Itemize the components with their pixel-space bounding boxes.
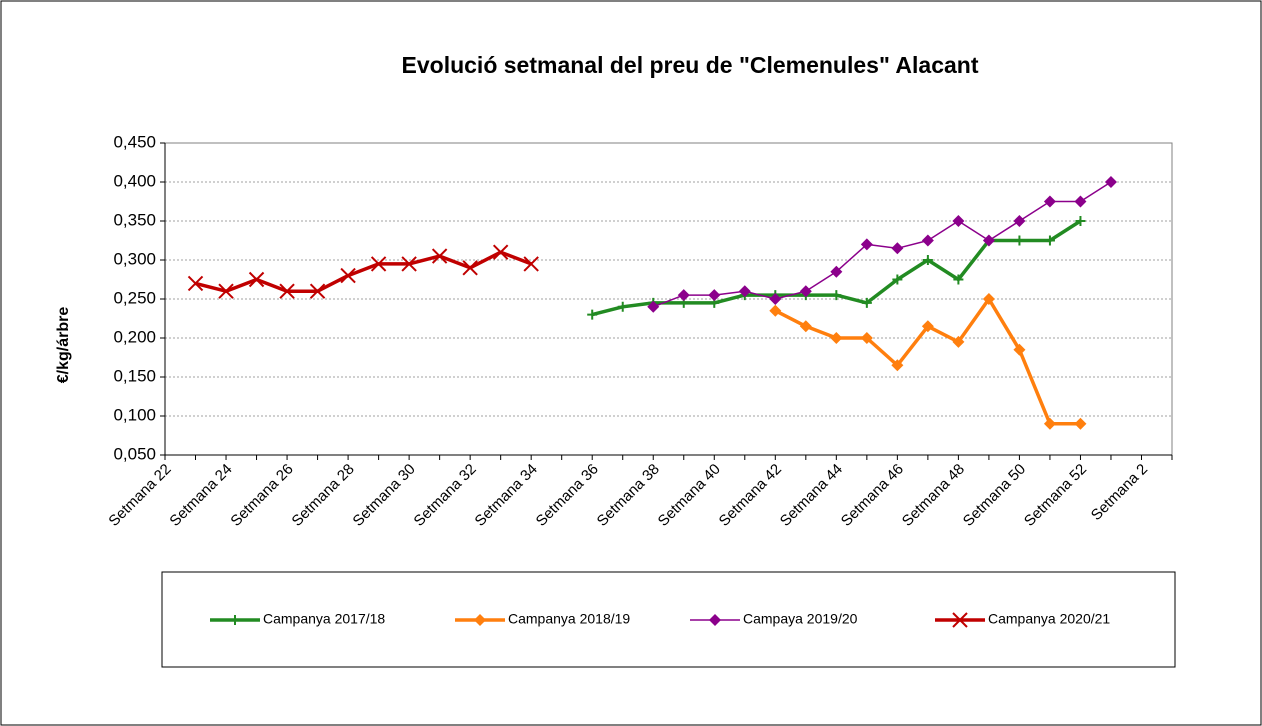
data-point xyxy=(922,255,933,265)
legend-marker xyxy=(230,615,240,625)
data-point xyxy=(401,256,417,272)
data-point xyxy=(1014,235,1025,246)
data-point xyxy=(523,256,539,272)
data-point xyxy=(921,320,934,333)
data-point xyxy=(769,293,782,305)
data-point xyxy=(462,260,478,276)
data-point xyxy=(187,275,204,292)
data-point xyxy=(921,234,934,247)
data-point xyxy=(647,300,660,313)
data-point xyxy=(952,335,965,348)
data-point xyxy=(769,304,782,317)
data-point xyxy=(1074,195,1087,208)
data-point xyxy=(982,293,995,305)
y-tick-label: 0,350 xyxy=(113,210,156,229)
data-point xyxy=(431,248,448,264)
data-point xyxy=(982,234,995,247)
legend-label: Campanya 2018/19 xyxy=(508,611,630,627)
series-line xyxy=(195,250,532,293)
legend-marker xyxy=(952,612,968,628)
data-point xyxy=(799,320,812,333)
data-point xyxy=(891,359,904,372)
data-point xyxy=(799,285,812,298)
data-point xyxy=(340,267,356,284)
series-line xyxy=(652,181,1112,308)
data-point xyxy=(1104,176,1117,188)
data-point xyxy=(860,332,873,344)
y-tick-label: 0,250 xyxy=(113,288,156,307)
y-tick-label: 0,050 xyxy=(113,444,156,463)
y-tick-label: 0,200 xyxy=(113,327,156,346)
data-point xyxy=(1044,235,1055,246)
data-point xyxy=(1043,417,1056,430)
data-point xyxy=(861,297,872,308)
data-point xyxy=(677,289,690,302)
legend-label: Campanya 2020/21 xyxy=(988,611,1110,627)
data-point xyxy=(708,289,721,302)
plot-area xyxy=(164,142,1173,456)
data-point xyxy=(738,285,751,298)
y-tick-label: 0,100 xyxy=(113,405,156,424)
y-tick-label: 0,400 xyxy=(113,171,156,190)
data-point xyxy=(1074,417,1087,430)
data-point xyxy=(953,274,964,285)
data-point xyxy=(279,283,295,299)
data-point xyxy=(248,271,265,288)
y-tick-label: 0,150 xyxy=(113,366,156,385)
data-point xyxy=(370,256,387,272)
data-point xyxy=(492,244,509,260)
data-point xyxy=(891,242,904,255)
data-point xyxy=(860,238,873,251)
data-point xyxy=(952,215,965,227)
data-point xyxy=(309,283,326,299)
legend-marker xyxy=(709,614,721,626)
data-point xyxy=(892,274,903,285)
chart-title: Evolució setmanal del preu de "Clemenule… xyxy=(402,52,979,78)
data-point xyxy=(1075,216,1086,226)
y-axis-label: €/kg/árbre xyxy=(55,307,72,384)
y-tick-label: 0,450 xyxy=(113,132,156,151)
data-point xyxy=(831,290,842,301)
data-point xyxy=(1013,343,1026,356)
data-point xyxy=(830,265,843,278)
data-point xyxy=(218,283,234,299)
data-point xyxy=(1043,195,1056,208)
data-point xyxy=(830,332,843,344)
data-point xyxy=(587,309,598,320)
legend-label: Campaya 2019/20 xyxy=(743,611,858,627)
data-point xyxy=(617,301,628,312)
legend-box xyxy=(161,571,1176,668)
legend-label: Campanya 2017/18 xyxy=(263,611,385,627)
data-point xyxy=(1013,215,1026,227)
legend-marker xyxy=(474,614,486,626)
y-tick-label: 0,300 xyxy=(113,249,156,268)
